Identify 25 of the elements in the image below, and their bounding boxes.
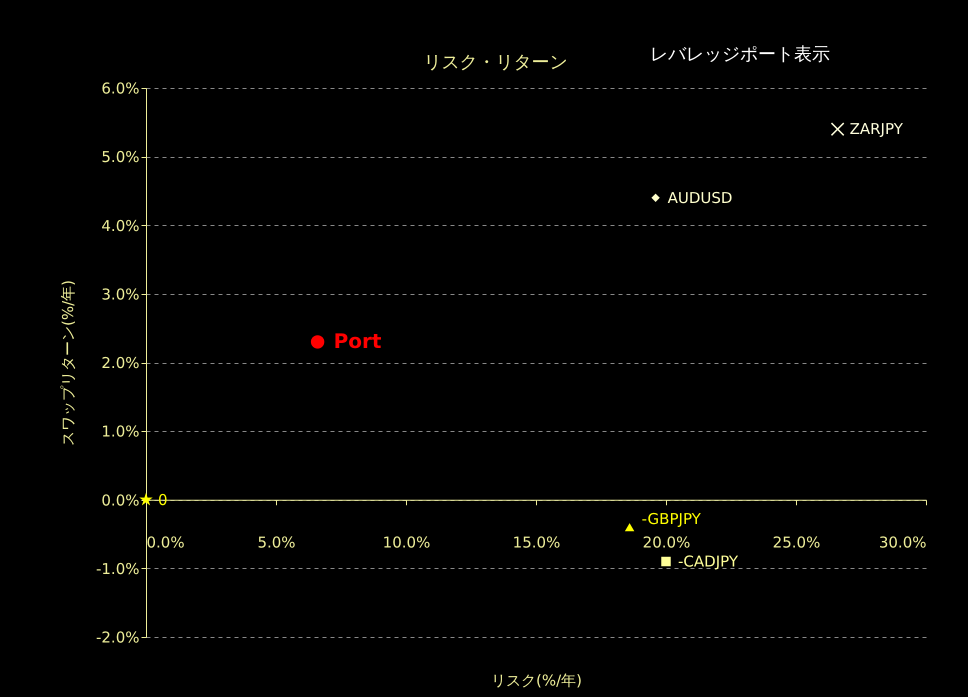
y-tick-label: 6.0% — [101, 80, 140, 98]
x-tick-label: 10.0% — [382, 533, 430, 552]
y-tick-label: 3.0% — [101, 285, 140, 304]
y-tick-label: -1.0% — [96, 560, 140, 578]
series-label: -CADJPY — [678, 552, 739, 571]
x-axis-title: リスク(%/年) — [490, 672, 582, 690]
y-tick-label: 5.0% — [101, 148, 140, 166]
y-tick-label: -2.0% — [96, 628, 140, 646]
series-label: Port — [334, 328, 382, 353]
x-tick-label: 25.0% — [772, 533, 820, 552]
x-tick-label: 5.0% — [257, 533, 296, 552]
x-tick-label: 30.0% — [878, 533, 926, 552]
y-tick-label: 0.0% — [101, 491, 140, 510]
y-tick-label: 2.0% — [101, 354, 140, 372]
series-label: ZARJPY — [850, 120, 904, 138]
y-tick-label: 1.0% — [101, 422, 140, 441]
y-axis-title: スワップリターン(%/年) — [58, 280, 77, 446]
chart-title: リスク・リターン — [423, 52, 568, 73]
y-tick-label: 4.0% — [101, 216, 140, 235]
text: レバレッジポート表示 — [650, 44, 830, 65]
series-label: AUDUSD — [668, 188, 732, 207]
x-tick-label: 15.0% — [512, 533, 560, 552]
series-label: -GBPJPY — [642, 510, 702, 528]
x-tick-label: 0.0% — [146, 533, 185, 552]
x-tick-label: 20.0% — [642, 533, 690, 552]
